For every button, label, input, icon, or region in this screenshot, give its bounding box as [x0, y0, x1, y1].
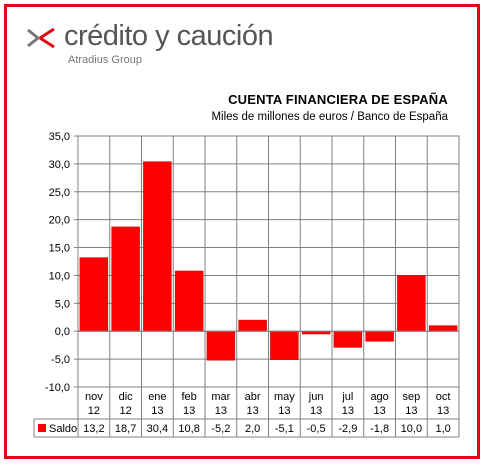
x-tick-label-month: sep: [403, 391, 421, 403]
x-tick-label-month: ago: [370, 391, 388, 403]
bar: [206, 330, 236, 361]
data-table-value: 10,0: [401, 423, 422, 435]
y-tick-label: 10,0: [49, 270, 70, 282]
x-tick-label-year: 13: [278, 405, 290, 417]
x-tick-label-month: may: [274, 391, 295, 403]
x-tick-label-month: mar: [211, 391, 230, 403]
bar: [174, 270, 204, 332]
x-tick-label-year: 12: [88, 405, 100, 417]
x-tick-label-year: 13: [310, 405, 322, 417]
y-tick-label: 35,0: [49, 131, 70, 143]
bar: [111, 226, 140, 332]
brand-subtitle: Atradius Group: [68, 54, 142, 66]
x-tick-label-month: abr: [245, 391, 261, 403]
chart-title: CUENTA FINANCIERA DE ESPAÑA: [228, 92, 448, 107]
y-tick-label: 15,0: [49, 243, 70, 255]
x-tick-label-year: 13: [437, 405, 449, 417]
brand-mark-icon: [27, 27, 55, 49]
y-tick-label: -5,0: [51, 354, 70, 366]
y-tick-label: 30,0: [49, 159, 70, 171]
bar: [428, 325, 458, 332]
y-tick-label: 5,0: [55, 298, 70, 310]
bar: [333, 330, 363, 348]
y-tick-label: 20,0: [49, 215, 70, 227]
data-table-value: -1,8: [370, 423, 389, 435]
legend-swatch: [38, 424, 46, 432]
x-tick-label-year: 13: [183, 405, 195, 417]
data-table-value: 13,2: [83, 423, 104, 435]
x-tick-label-year: 13: [405, 405, 417, 417]
brand-name: crédito y caución: [64, 20, 274, 52]
brand-logo: crédito y caución Atradius Group: [24, 20, 284, 70]
x-tick-label-month: jun: [308, 391, 324, 403]
data-table-value: 10,8: [178, 423, 199, 435]
y-tick-label: 0,0: [55, 326, 70, 338]
x-tick-label-year: 13: [247, 405, 259, 417]
data-table-value: -5,1: [275, 423, 294, 435]
chart-subtitle: Miles de millones de euros / Banco de Es…: [211, 111, 448, 123]
bar: [365, 330, 394, 342]
bar: [143, 161, 172, 332]
x-tick-label-month: ene: [148, 391, 166, 403]
x-tick-label-month: dic: [119, 391, 134, 403]
x-tick-label-year: 13: [215, 405, 227, 417]
bar: [397, 275, 426, 332]
data-table-value: -0,5: [307, 423, 326, 435]
x-tick-label-year: 13: [151, 405, 163, 417]
data-table-value: -2,9: [338, 423, 357, 435]
x-tick-label-year: 13: [342, 405, 354, 417]
y-tick-label: -10,0: [45, 382, 70, 394]
data-table-value: 1,0: [435, 423, 450, 435]
data-table-value: 18,7: [115, 423, 136, 435]
x-tick-label-month: feb: [181, 391, 196, 403]
data-table-value: -5,2: [211, 423, 230, 435]
data-table-value: 30,4: [147, 423, 168, 435]
bar: [79, 257, 109, 332]
y-tick-label: 25,0: [49, 187, 70, 199]
bar: [270, 330, 299, 360]
x-tick-label-year: 12: [120, 405, 132, 417]
x-tick-label-month: oct: [436, 391, 451, 403]
x-tick-label-month: nov: [85, 391, 103, 403]
data-table-value: 2,0: [245, 423, 260, 435]
x-tick-label-year: 13: [374, 405, 386, 417]
x-tick-label-month: jul: [341, 391, 353, 403]
bar: [238, 319, 267, 332]
legend-label: Saldo: [49, 423, 77, 435]
